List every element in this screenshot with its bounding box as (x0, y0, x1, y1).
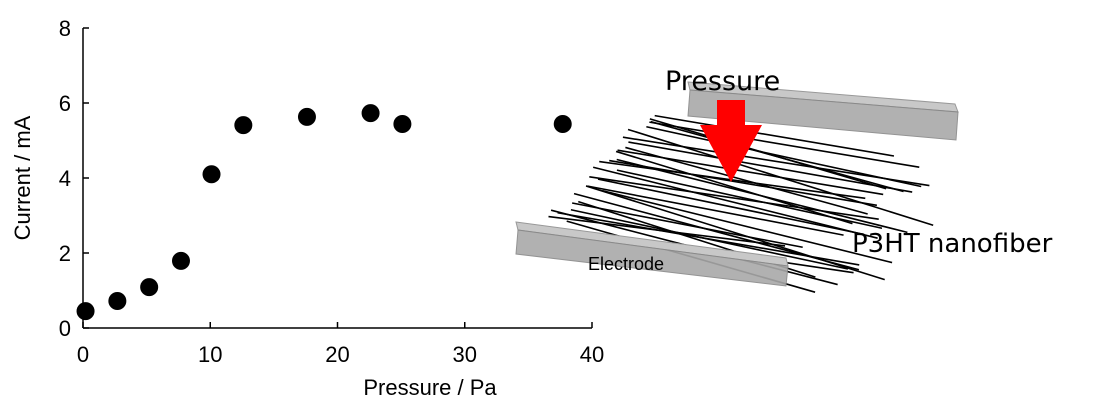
data-point (76, 302, 95, 321)
fiber (599, 160, 866, 200)
fiber (589, 176, 879, 221)
fiber (628, 141, 913, 193)
data-point (202, 165, 221, 184)
fiber (650, 120, 904, 193)
fiber (597, 178, 865, 236)
x-tick-label: 30 (453, 342, 477, 367)
y-tick-label: 6 (59, 91, 71, 116)
fiber (602, 189, 893, 264)
fiber (548, 215, 786, 247)
data-point (297, 107, 316, 126)
data-point (361, 104, 380, 123)
fiber (557, 211, 860, 266)
x-tick-label: 10 (198, 342, 222, 367)
y-tick-label: 8 (59, 16, 71, 41)
fiber (616, 158, 908, 234)
data-point (108, 292, 127, 310)
fiber (615, 150, 853, 225)
y-tick-label: 2 (59, 241, 71, 266)
x-tick-label: 40 (580, 342, 604, 367)
fiber (649, 121, 920, 169)
y-tick-label: 0 (59, 316, 71, 341)
nanofibers (548, 114, 934, 293)
fiber (622, 136, 930, 187)
data-point (393, 115, 412, 133)
pressure-arrow (700, 100, 762, 182)
scatter-chart: Pressure / Pa Current / mA 0 2 4 6 8 0 10 20 30 4… (10, 16, 604, 400)
fiber (616, 169, 883, 230)
top-electrode-front (687, 89, 959, 141)
y-tick-label: 4 (59, 166, 71, 191)
data-point (171, 251, 190, 270)
fiber (654, 114, 895, 157)
fiber (587, 185, 844, 236)
x-axis-label: Pressure / Pa (363, 375, 497, 400)
fiber-label: P3HT nanofiber (852, 229, 1053, 259)
data-point (553, 115, 572, 133)
fiber (625, 146, 868, 215)
y-axis-label: Current / mA (10, 115, 35, 240)
electrode-label: Electrode (588, 254, 664, 274)
pressure-label: Pressure (665, 66, 780, 97)
data-point (140, 278, 159, 297)
fiber (571, 202, 803, 249)
bottom-electrode-front (515, 229, 789, 287)
device-diagram: Pressure P3HT nanofiber Electrode (515, 66, 1053, 293)
x-tick-label: 20 (325, 342, 349, 367)
fiber (592, 166, 878, 239)
data-point (234, 116, 253, 135)
x-tick-label: 0 (77, 342, 89, 367)
